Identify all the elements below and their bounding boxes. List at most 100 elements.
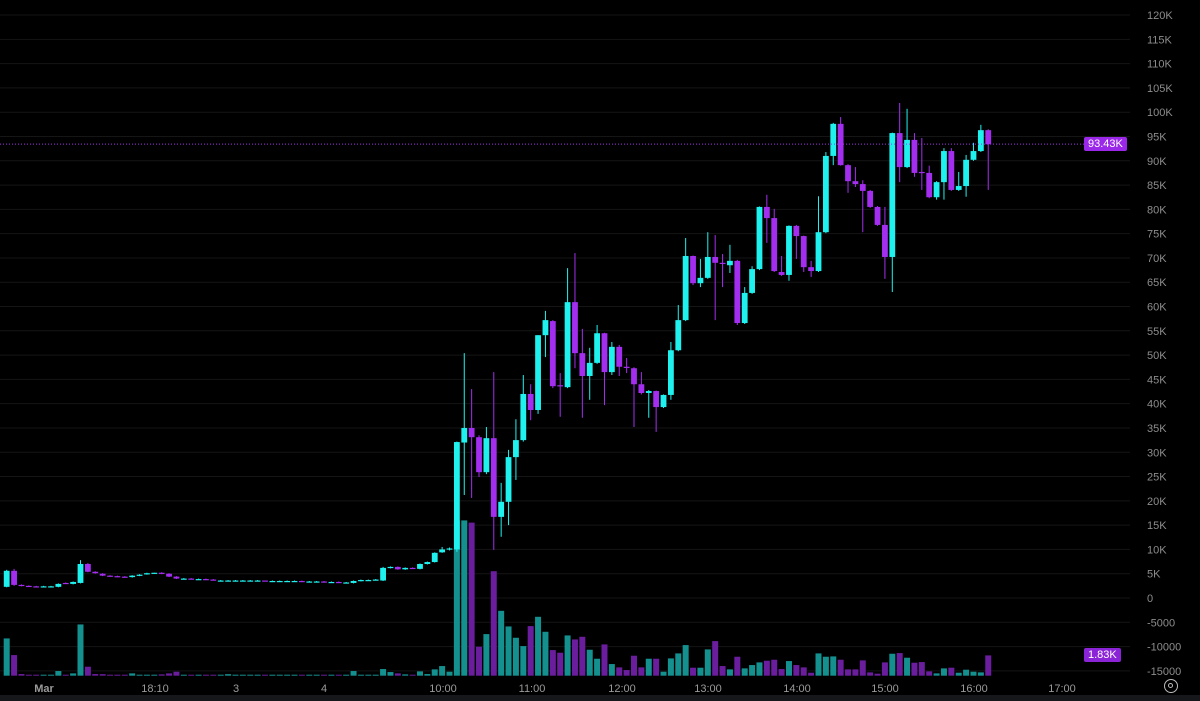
candle [513, 419, 519, 480]
price-tick-label: 100K [1147, 107, 1173, 119]
volume-bar [542, 631, 549, 676]
candle [188, 578, 195, 580]
price-tick-label: -5000 [1147, 617, 1175, 629]
candle-body [653, 391, 660, 408]
candle [77, 560, 84, 584]
volume-bar [749, 665, 756, 676]
candle-body [394, 566, 401, 570]
volume-bars [3, 520, 992, 676]
candle-body [660, 394, 667, 408]
candle-body [955, 186, 962, 190]
candle [225, 580, 231, 582]
candle [18, 584, 25, 587]
volume-bar [173, 671, 180, 676]
volume-bar [158, 674, 165, 676]
candle-body [313, 581, 320, 583]
volume-bar [763, 660, 770, 676]
candle-body [727, 260, 733, 266]
candle-body [490, 438, 497, 517]
candle-body [616, 346, 623, 367]
candle-body [756, 206, 763, 270]
candle-body [623, 366, 630, 368]
candle [33, 585, 40, 588]
volume-bar [837, 659, 844, 676]
volume-bar [335, 674, 342, 676]
candle [203, 578, 209, 581]
candle [48, 585, 54, 588]
candle-body [601, 333, 608, 373]
candle [483, 426, 490, 475]
candle-body [800, 236, 807, 268]
volume-bar [180, 674, 187, 676]
price-tick-label: 90K [1147, 156, 1167, 168]
volume-bar [195, 674, 202, 676]
time-tick-label: 16:00 [960, 683, 988, 695]
settings-icon[interactable] [1164, 679, 1178, 693]
volume-bar [926, 671, 933, 676]
candle [800, 235, 807, 273]
candle [247, 580, 254, 582]
candle [918, 137, 925, 190]
candle-body [84, 563, 91, 572]
volume-bar [136, 674, 143, 676]
volume-bar [512, 637, 519, 676]
candle-body [734, 260, 741, 324]
candle-body [358, 580, 364, 582]
candle-body [203, 579, 209, 581]
volume-bar [217, 674, 224, 676]
price-tick-label: 25K [1147, 472, 1167, 484]
volume-bar [660, 671, 667, 676]
volume-bar [84, 666, 91, 676]
volume-bar [756, 662, 763, 676]
candle [549, 320, 556, 389]
candle [778, 255, 785, 276]
candle [623, 358, 630, 374]
volume-bar [188, 674, 195, 676]
candle-body [786, 225, 792, 275]
volume-bar [166, 673, 173, 676]
candle [3, 569, 10, 588]
candle-body [535, 335, 541, 410]
volume-bar [365, 674, 372, 676]
candle [195, 578, 202, 581]
candle-body [594, 333, 600, 363]
candle-body [697, 277, 704, 284]
volume-bar [291, 674, 298, 676]
candle-body [269, 580, 276, 583]
volume-bar [845, 669, 852, 676]
candle [616, 344, 623, 376]
candle [638, 372, 645, 395]
candle [749, 266, 755, 294]
candle-body [40, 586, 47, 588]
candle [136, 574, 143, 577]
candle-body [896, 133, 903, 168]
candle-body [232, 580, 239, 582]
volume-bar [424, 674, 431, 676]
price-axis[interactable]: 120K 115K 110K 105K 100K 95K 90K 85K 80K 75K 70K 65… [1147, 10, 1181, 678]
candle-body [874, 206, 881, 225]
candle [217, 580, 224, 582]
candle-body [343, 582, 350, 584]
candle-body [166, 573, 172, 577]
candle [896, 102, 903, 183]
candle [948, 148, 955, 191]
time-axis[interactable]: Mar 18:10 3 4 10:00 11:00 12:00 13:00 14:00 15:00… [34, 683, 1076, 695]
candle-body [704, 256, 711, 278]
candle-body [3, 570, 10, 587]
volume-bar [948, 667, 955, 676]
volume-bar [830, 656, 837, 676]
candle [904, 108, 910, 169]
candle [527, 384, 534, 421]
candle [771, 208, 778, 273]
volume-bar [25, 674, 32, 676]
volume-bar [394, 673, 401, 676]
candle [70, 581, 77, 585]
candle [594, 324, 600, 364]
candle-body [948, 151, 955, 190]
candle [107, 575, 113, 577]
candle-body [424, 562, 431, 564]
candle-body [904, 139, 910, 168]
candle-body [572, 302, 578, 354]
candle [158, 572, 165, 575]
